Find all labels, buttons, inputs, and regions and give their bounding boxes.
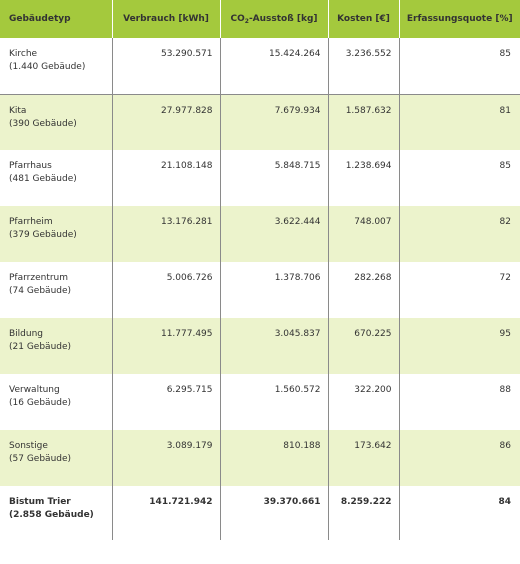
rate-cell: 82 xyxy=(398,206,520,262)
table-row: Pfarrhaus (481 Gebäude) 21.108.148 5.848.… xyxy=(0,150,520,206)
building-type-cell: Pfarrheim (379 Gebäude) xyxy=(0,206,112,262)
building-count: (390 Gebäude) xyxy=(9,118,77,129)
table-row: Kita (390 Gebäude) 27.977.828 7.679.934 1… xyxy=(0,94,520,150)
energy-table: Gebäudetyp Verbrauch [kWh] CO2-Ausstoß [… xyxy=(0,0,520,540)
consumption-cell: 21.108.148 xyxy=(111,150,220,206)
co2-cell: 15.424.264 xyxy=(219,38,328,95)
co2-cell: 7.679.934 xyxy=(219,94,328,150)
table-row: Verwaltung (16 Gebäude) 6.295.715 1.560.5… xyxy=(0,374,520,430)
rate-cell: 72 xyxy=(398,262,520,318)
rate-cell: 86 xyxy=(398,430,520,486)
rate-cell: 81 xyxy=(398,94,520,150)
building-count: (2.858 Gebäude) xyxy=(9,510,94,520)
cost-cell: 173.642 xyxy=(327,430,399,486)
header-co2-subscript: 2 xyxy=(244,18,249,25)
rate-cell: 85 xyxy=(398,150,520,206)
table-row: Pfarrzentrum (74 Gebäude) 5.006.726 1.378… xyxy=(0,262,520,318)
table-row: Pfarrheim (379 Gebäude) 13.176.281 3.622.… xyxy=(0,206,520,262)
building-type-cell: Kirche (1.440 Gebäude) xyxy=(0,38,112,95)
consumption-cell: 141.721.942 xyxy=(111,486,220,540)
building-count: (481 Gebäude) xyxy=(9,174,77,184)
building-type-name: Verwaltung xyxy=(9,385,60,395)
building-type-cell: Verwaltung (16 Gebäude) xyxy=(0,374,112,430)
building-count: (21 Gebäude) xyxy=(9,342,72,352)
co2-cell: 810.188 xyxy=(219,430,328,486)
building-type-name: Bildung xyxy=(9,329,44,339)
total-row: Bistum Trier (2.858 Gebäude) 141.721.942 … xyxy=(0,486,520,540)
building-count: (16 Gebäude) xyxy=(9,398,72,408)
header-building-type: Gebäudetyp xyxy=(0,0,112,38)
building-count: (1.440 Gebäude) xyxy=(9,62,86,72)
header-co2-prefix: CO xyxy=(230,14,245,24)
building-type-cell: Pfarrhaus (481 Gebäude) xyxy=(0,150,112,206)
header-co2: CO2-Ausstoß [kg] xyxy=(219,0,328,38)
building-type-name: Kita xyxy=(9,105,27,116)
table-row: Sonstige (57 Gebäude) 3.089.179 810.188 1… xyxy=(0,430,520,486)
cost-cell: 282.268 xyxy=(327,262,399,318)
building-type-name: Kirche xyxy=(9,49,38,59)
rate-cell: 95 xyxy=(398,318,520,374)
co2-cell: 1.378.706 xyxy=(219,262,328,318)
header-row: Gebäudetyp Verbrauch [kWh] CO2-Ausstoß [… xyxy=(0,0,520,38)
cost-cell: 8.259.222 xyxy=(327,486,399,540)
consumption-cell: 5.006.726 xyxy=(111,262,220,318)
building-type-cell: Sonstige (57 Gebäude) xyxy=(0,430,112,486)
header-co2-suffix: -Ausstoß [kg] xyxy=(248,14,318,24)
building-type-cell: Kita (390 Gebäude) xyxy=(0,94,112,150)
rate-cell: 84 xyxy=(398,486,520,540)
rate-cell: 88 xyxy=(398,374,520,430)
co2-cell: 3.045.837 xyxy=(219,318,328,374)
building-type-name: Pfarrheim xyxy=(9,217,53,227)
consumption-cell: 6.295.715 xyxy=(111,374,220,430)
cost-cell: 1.238.694 xyxy=(327,150,399,206)
building-type-name: Pfarrzentrum xyxy=(9,273,69,283)
consumption-cell: 13.176.281 xyxy=(111,206,220,262)
building-type-name: Sonstige xyxy=(9,441,48,451)
header-cost: Kosten [€] xyxy=(327,0,399,38)
building-type-cell: Bistum Trier (2.858 Gebäude) xyxy=(0,486,112,540)
consumption-cell: 27.977.828 xyxy=(111,94,220,150)
building-count: (74 Gebäude) xyxy=(9,286,72,296)
table-row: Kirche (1.440 Gebäude) 53.290.571 15.424.… xyxy=(0,38,520,95)
cost-cell: 748.007 xyxy=(327,206,399,262)
co2-cell: 3.622.444 xyxy=(219,206,328,262)
building-type-name: Pfarrhaus xyxy=(9,161,52,171)
co2-cell: 5.848.715 xyxy=(219,150,328,206)
co2-cell: 1.560.572 xyxy=(219,374,328,430)
cost-cell: 1.587.632 xyxy=(327,94,399,150)
rate-cell: 85 xyxy=(398,38,520,95)
building-type-cell: Bildung (21 Gebäude) xyxy=(0,318,112,374)
cost-cell: 322.200 xyxy=(327,374,399,430)
building-count: (379 Gebäude) xyxy=(9,230,77,240)
consumption-cell: 3.089.179 xyxy=(111,430,220,486)
building-count: (57 Gebäude) xyxy=(9,454,72,464)
consumption-cell: 11.777.495 xyxy=(111,318,220,374)
co2-cell: 39.370.661 xyxy=(219,486,328,540)
consumption-cell: 53.290.571 xyxy=(111,38,220,95)
building-type-cell: Pfarrzentrum (74 Gebäude) xyxy=(0,262,112,318)
table-row: Bildung (21 Gebäude) 11.777.495 3.045.837… xyxy=(0,318,520,374)
header-rate: Erfassungsquote [%] xyxy=(398,0,520,38)
cost-cell: 670.225 xyxy=(327,318,399,374)
cost-cell: 3.236.552 xyxy=(327,38,399,95)
building-type-name: Bistum Trier xyxy=(9,497,71,507)
header-consumption: Verbrauch [kWh] xyxy=(111,0,220,38)
